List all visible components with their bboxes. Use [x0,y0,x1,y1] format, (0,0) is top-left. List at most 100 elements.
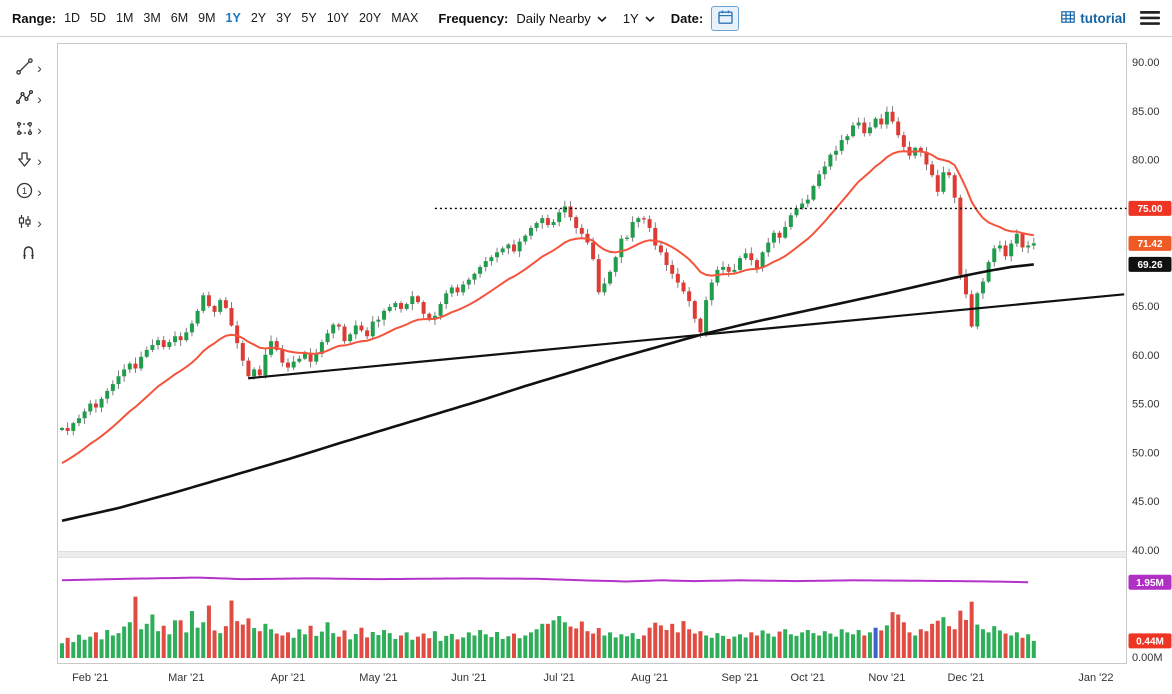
range-option-2y[interactable]: 2Y [250,11,267,25]
candle [924,151,929,165]
volume-bar [947,626,952,658]
svg-text:40.00: 40.00 [1132,545,1160,557]
volume-bar [184,632,189,658]
candle [828,154,833,167]
candle [545,218,550,225]
arrow-tool[interactable]: › [15,152,42,172]
menu-icon[interactable] [1140,10,1160,26]
volume-bar [116,633,121,658]
candle [110,384,115,391]
candle [455,287,460,293]
volume-axis-tick: 0.00M [1132,652,1163,664]
svg-text:Jan '22: Jan '22 [1078,672,1113,684]
range-option-6m[interactable]: 6M [170,11,189,25]
trendline-tool[interactable]: › [15,58,42,79]
volume-bar [675,632,680,658]
frequency-dropdown[interactable]: Daily Nearby [516,11,607,26]
candle [557,212,562,223]
range-option-3y[interactable]: 3Y [276,11,292,25]
candle [240,343,245,361]
candle [613,257,618,272]
candle [449,287,454,294]
range-option-1m[interactable]: 1M [116,11,134,25]
svg-text:Nov '21: Nov '21 [868,672,905,684]
candle [257,369,262,376]
svg-text:45.00: 45.00 [1132,496,1160,508]
range-option-5y[interactable]: 5Y [301,11,317,25]
volume-bar [568,626,573,658]
candle [280,349,285,363]
shape-tool[interactable]: › [15,121,42,141]
candle [867,127,872,134]
candle [382,310,387,320]
volume-bar [156,631,161,658]
candle [630,222,635,238]
volume-bar [336,636,341,658]
magnet-tool[interactable] [19,245,38,265]
volume-bar [997,630,1002,658]
volume-bar [754,635,759,658]
candle [845,136,850,141]
volume-bar [608,632,613,658]
trendline[interactable] [248,293,1125,380]
candle [698,318,703,333]
volume-bar [410,639,415,658]
polyline-tool[interactable]: › [15,88,42,112]
range-option-20y[interactable]: 20Y [358,11,382,25]
volume-bar [93,632,98,658]
range-option-1y[interactable]: 1Y [225,11,241,25]
range-option-max[interactable]: MAX [391,11,419,25]
volume-bar [636,638,641,658]
candle [800,203,805,209]
range-option-9m[interactable]: 9M [198,11,216,25]
volume-bar [783,629,788,658]
volume-layer[interactable] [60,596,1036,658]
volume-bar [596,628,601,658]
range-option-10y[interactable]: 10Y [326,11,349,25]
pattern-tool[interactable]: › [15,214,42,234]
volume-bar [619,634,624,658]
polyline-icon [15,88,34,112]
volume-bar [495,631,500,658]
frequency-label: Frequency: [438,10,509,26]
volume-bar [235,621,240,658]
candle [93,403,98,408]
volume-bar [246,618,251,658]
candle [664,252,669,266]
date-picker-button[interactable] [711,5,740,31]
svg-text:60.00: 60.00 [1132,350,1160,362]
candle [715,269,720,283]
volume-bar [585,631,590,658]
chevron-right-icon: › [37,215,42,231]
volume-bar [195,627,200,658]
volume-bar [901,622,906,658]
candle [817,174,822,186]
candle [602,283,607,293]
range-option-1d[interactable]: 1D [64,11,81,25]
table-icon [1061,10,1076,26]
volume-bar [60,643,64,658]
svg-text:Sep '21: Sep '21 [722,672,759,684]
candle [274,341,279,350]
candle [964,274,968,295]
volume-bar [472,635,477,658]
candle [235,325,240,344]
candle [930,164,935,176]
period-dropdown[interactable]: 1Y [623,11,655,26]
brand-link[interactable]: tutorial [1061,11,1126,26]
volume-bar [133,596,138,658]
volume-bar [834,636,839,658]
volume-bar [500,638,505,658]
candle [896,121,901,136]
volume-bar [557,616,562,658]
range-option-5d[interactable]: 5D [90,11,107,25]
candle [189,323,194,333]
candle [619,238,624,258]
volume-bar [421,633,426,658]
volume-bar [890,612,895,658]
volume-bar [461,637,466,658]
candle [314,353,319,362]
count-tool[interactable]: 1 › [15,182,42,203]
range-option-3m[interactable]: 3M [143,11,161,25]
